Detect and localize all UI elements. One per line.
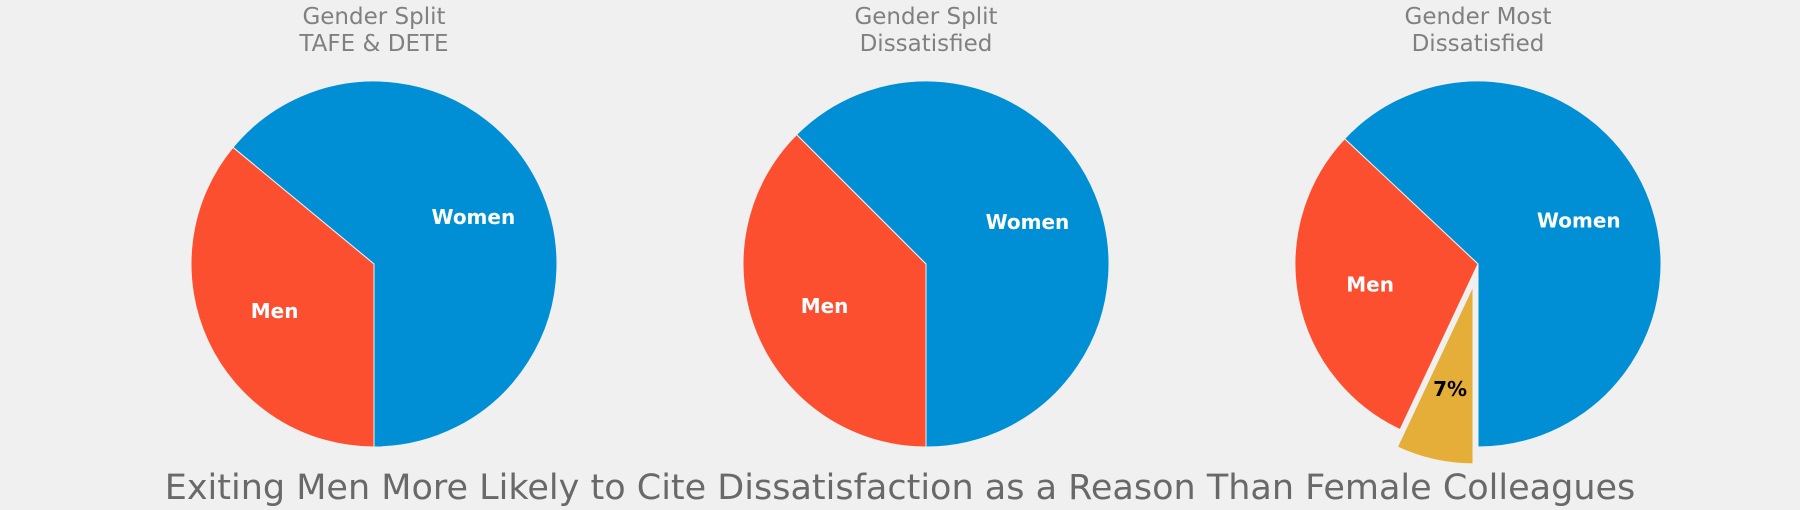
figure-suptitle: Exiting Men More Likely to Cite Dissatis… [164,468,1636,508]
pie-2-slice-women [795,80,1110,448]
pie-3-slice-7 [1394,281,1476,467]
pie-1-slice-men [190,146,375,448]
pie-3-slice-women [1343,80,1662,448]
pie-2-label-1: Women [986,210,1070,234]
pie-1-label-2: Men [251,299,299,323]
pie-title-2: Gender Split Dissatisfied [746,4,1106,58]
pie-3-label-3: 7% [1433,377,1467,401]
pie-title-3-line-2: Dissatisfied [1411,31,1545,57]
pie-3-label-1: Women [1537,208,1621,232]
pie-1-label-1: Women [431,205,515,229]
pie-title-2-line-2: Dissatisfied [859,31,993,57]
pie-2-label-2: Men [801,294,849,318]
pie-title-2-line-1: Gender Split [854,4,998,30]
pie-title-1-line-1: Gender Split [302,4,446,30]
pie-title-1: Gender Split TAFE & DETE [194,4,554,58]
pie-title-3: Gender Most Dissatisfied [1298,4,1658,58]
pie-3-label-2: Men [1346,273,1394,297]
pie-title-1-line-2: TAFE & DETE [299,31,449,57]
pie-1-slice-women [232,80,558,448]
pie-3-slice-men [1294,138,1479,431]
pie-2-slice-men [742,133,927,448]
pie-title-3-line-1: Gender Most [1404,4,1552,30]
